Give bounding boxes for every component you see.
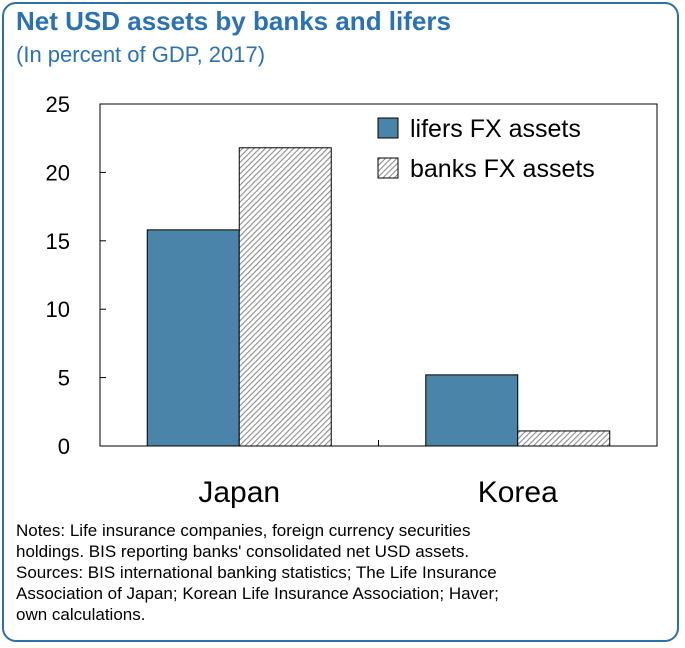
y-tick-label: 25 xyxy=(46,92,70,117)
notes-line: Notes: Life insurance companies, foreign… xyxy=(16,521,471,540)
bar-lifers-japan xyxy=(146,229,240,447)
bar-lifers-korea xyxy=(425,374,519,447)
legend-swatch xyxy=(377,157,399,179)
legend-label: lifers FX assets xyxy=(410,115,581,143)
chart-subtitle: (In percent of GDP, 2017) xyxy=(16,42,266,67)
y-tick-label: 20 xyxy=(46,160,70,185)
y-tick-label: 15 xyxy=(46,229,70,254)
chart-title: Net USD assets by banks and lifers xyxy=(16,6,451,36)
chart-frame xyxy=(2,2,679,642)
notes-line: holdings. BIS reporting banks' consolida… xyxy=(16,542,470,561)
bar-banks-korea xyxy=(517,430,611,447)
legend-label: banks FX assets xyxy=(410,155,595,183)
bar-banks-japan xyxy=(238,147,332,447)
sources-line: Sources: BIS international banking stati… xyxy=(16,563,497,582)
notes-block: Notes: Life insurance companies, foreign… xyxy=(16,520,666,625)
y-tick-label: 10 xyxy=(46,297,70,322)
sources-line: Association of Japan; Korean Life Insura… xyxy=(16,584,499,603)
x-category-label: Japan xyxy=(198,476,280,509)
x-category-label: Korea xyxy=(478,476,558,509)
sources-line: own calculations. xyxy=(16,605,146,624)
y-tick-label: 0 xyxy=(58,434,70,459)
legend-swatch xyxy=(377,117,399,139)
y-tick-label: 5 xyxy=(58,366,70,391)
